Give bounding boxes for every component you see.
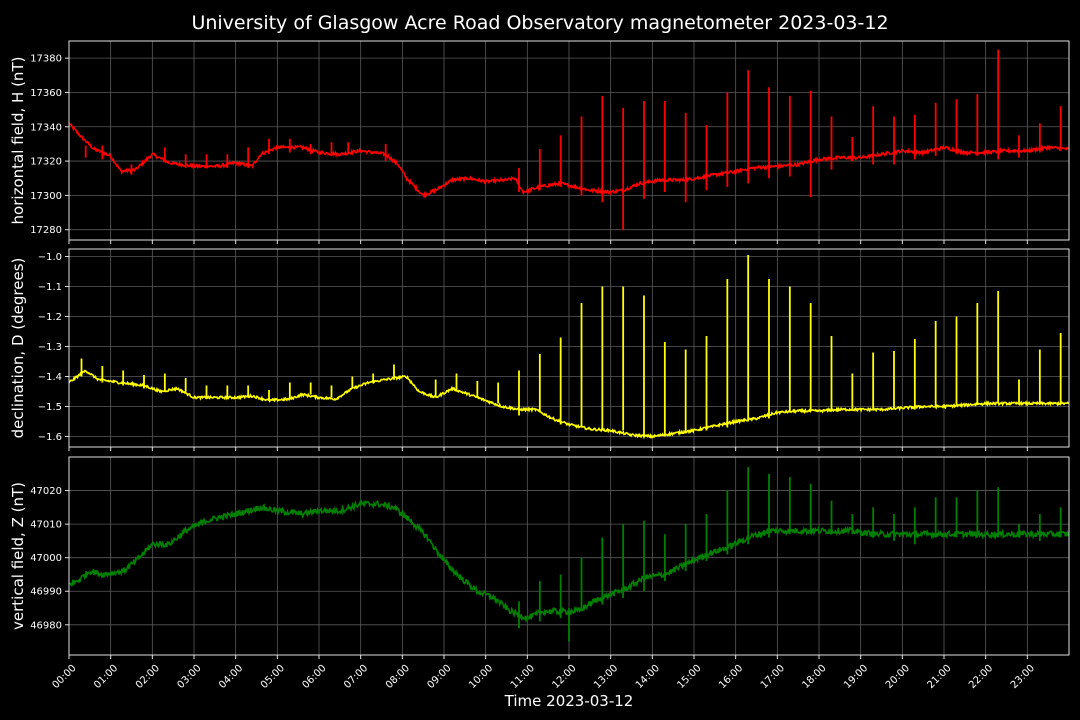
y-tick-label: 17380: [30, 54, 62, 65]
y-tick-label: 17320: [30, 157, 62, 168]
y-tick-label: −1.6: [38, 432, 62, 443]
series-line-h: [69, 122, 1069, 199]
y-tick-label: −1.3: [38, 342, 62, 353]
spikes-z: [518, 467, 1062, 642]
chart-title: University of Glasgow Acre Road Observat…: [191, 12, 888, 34]
y-tick-label: 17360: [30, 88, 62, 99]
y-tick-label: 17300: [30, 191, 62, 202]
y-tick-label: −1.1: [38, 282, 62, 293]
y-tick-label: −1.5: [38, 402, 62, 413]
chart-panels: 17280 17300 17320 17340 17360 17380horizontal…: [9, 40, 1070, 659]
y-tick-label: 17340: [30, 122, 62, 133]
spikes-h: [84, 49, 1062, 230]
y-tick-label: 47020: [30, 486, 62, 497]
panel-d: −1.6 −1.5 −1.4 −1.3 −1.2 −1.1 −1.0 declination,…: [9, 248, 1070, 451]
grid-h: [68, 41, 1069, 240]
y-tick-label: 46990: [30, 587, 62, 598]
panel-h: 17280 17300 17320 17340 17360 17380horizontal…: [9, 40, 1070, 244]
y-axis-title-d: declination, D (degrees): [9, 258, 27, 439]
y-axis-title-z: vertical field, Z (nT): [9, 482, 27, 630]
grid-d: [68, 249, 1069, 447]
spikes-d: [80, 255, 1062, 437]
y-tick-label: 46980: [30, 620, 62, 631]
y-tick-label: −1.4: [38, 372, 62, 383]
series-line-d: [69, 369, 1069, 440]
y-tick-label: 47000: [30, 553, 62, 564]
x-axis-title: Time 2023-03-12: [504, 692, 634, 710]
y-tick-label: −1.0: [38, 252, 62, 263]
y-tick-label: 17280: [30, 225, 62, 236]
y-tick-label: 47010: [30, 520, 62, 531]
y-tick-label: −1.2: [38, 312, 62, 323]
y-axis-title-h: horizontal field, H (nT): [9, 57, 27, 225]
